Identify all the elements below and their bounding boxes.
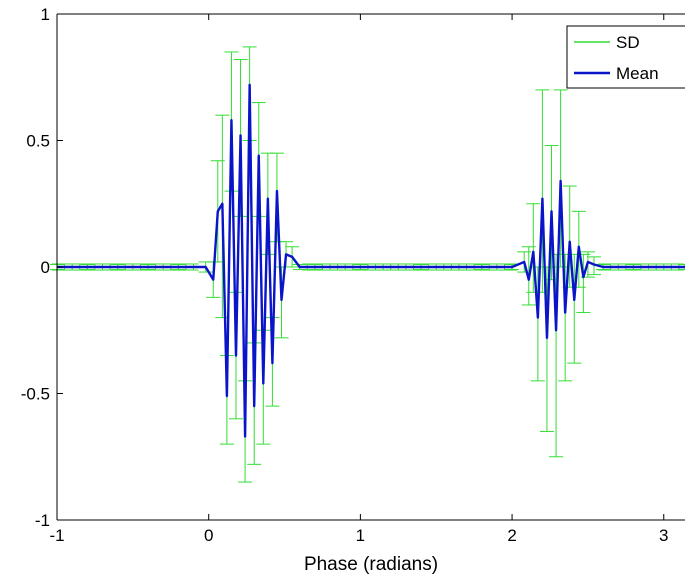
sd-error-bar xyxy=(586,256,601,276)
y-tick-label: 1 xyxy=(41,5,50,24)
y-tick-label: 0.5 xyxy=(26,132,50,151)
sd-error-bar xyxy=(678,263,685,271)
mean-series xyxy=(57,83,685,438)
ticks: -1 0 1 2 3 -1 -0.5 0 0.5 1 xyxy=(21,5,669,545)
legend-box xyxy=(566,25,685,89)
y-tick-label: -0.5 xyxy=(21,385,50,404)
x-tick-label: 2 xyxy=(507,526,516,545)
legend: SD Mean xyxy=(566,25,685,89)
x-tick-label: -1 xyxy=(49,526,64,545)
legend-label-sd: SD xyxy=(616,33,640,52)
legend-label-mean: Mean xyxy=(616,64,659,83)
mean-line xyxy=(57,83,685,438)
y-tick-label: -1 xyxy=(35,511,50,530)
x-tick-label: 1 xyxy=(356,526,365,545)
x-axis-title: Phase (radians) xyxy=(304,554,438,575)
y-tick-label: 0 xyxy=(41,258,50,277)
x-tick-label: 3 xyxy=(659,526,668,545)
x-tick-label: 0 xyxy=(204,526,213,545)
